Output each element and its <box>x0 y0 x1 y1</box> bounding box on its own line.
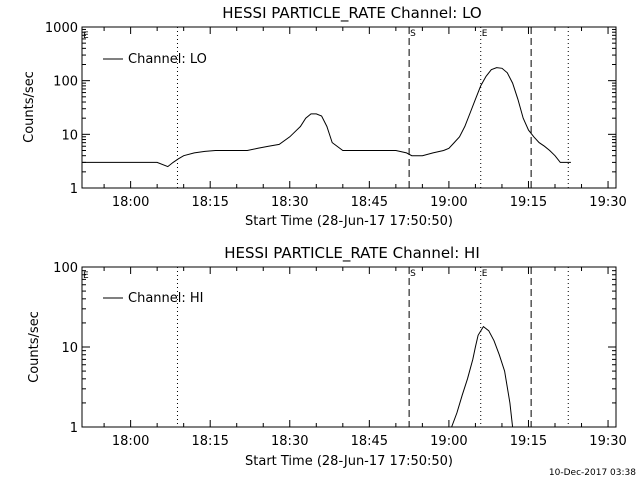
marker-label: E <box>482 269 488 279</box>
legend-entry: Channel: LO <box>128 52 207 67</box>
y-tick-label: 1000 <box>45 21 78 36</box>
y-tick-label: 100 <box>53 75 78 90</box>
x-tick-label: 18:30 <box>271 195 308 210</box>
chart-title: HESSI PARTICLE_RATE Channel: LO <box>222 4 481 23</box>
chart-title: HESSI PARTICLE_RATE Channel: HI <box>224 244 480 263</box>
plot-frame <box>81 26 617 189</box>
y-tick-label: 100 <box>53 261 78 276</box>
x-tick-label: 18:45 <box>351 195 388 210</box>
x-axis-label: Start Time (28-Jun-17 17:50:50) <box>245 454 453 469</box>
x-tick-label: 18:30 <box>271 434 308 449</box>
x-tick-label: 18:00 <box>112 195 149 210</box>
footer-timestamp: 10-Dec-2017 03:38 <box>549 468 636 478</box>
series-line <box>82 67 571 168</box>
x-tick-label: 19:15 <box>510 195 547 210</box>
x-tick-label: 19:00 <box>430 434 467 449</box>
marker-label: E <box>482 29 488 39</box>
x-tick-label: 18:15 <box>191 195 228 210</box>
x-tick-label: 18:00 <box>112 434 149 449</box>
corner-label: E <box>83 31 89 41</box>
x-axis-label: Start Time (28-Jun-17 17:50:50) <box>245 214 453 229</box>
marker-label: S <box>410 269 416 279</box>
x-tick-label: 18:45 <box>351 434 388 449</box>
x-tick-label: 18:15 <box>191 434 228 449</box>
x-tick-label: 19:30 <box>589 434 626 449</box>
hi-channel-panel: HESSI PARTICLE_RATE Channel: HI Counts/s… <box>27 244 627 469</box>
lo-channel-panel: HESSI PARTICLE_RATE Channel: LO Counts/s… <box>22 4 627 229</box>
legend-entry: Channel: HI <box>128 291 204 306</box>
marker-label: S <box>410 29 416 39</box>
corner-label: E <box>83 271 89 281</box>
x-tick-label: 19:00 <box>430 195 467 210</box>
y-tick-label: 10 <box>61 128 78 143</box>
series-line <box>451 325 514 427</box>
y-tick-label: 1 <box>70 421 78 436</box>
y-axis-label: Counts/sec <box>22 71 37 143</box>
x-tick-label: 19:15 <box>510 434 547 449</box>
x-tick-label: 19:30 <box>589 195 626 210</box>
y-axis-label: Counts/sec <box>27 311 42 383</box>
y-tick-label: 10 <box>61 341 78 356</box>
y-tick-label: 1 <box>70 182 78 197</box>
